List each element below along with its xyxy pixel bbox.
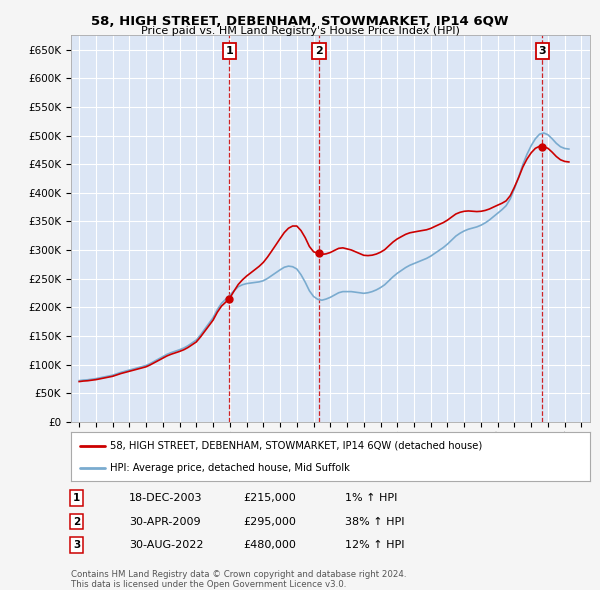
Text: 30-APR-2009: 30-APR-2009: [129, 517, 200, 526]
Text: 18-DEC-2003: 18-DEC-2003: [129, 493, 203, 503]
Text: 1: 1: [226, 46, 233, 56]
Text: Contains HM Land Registry data © Crown copyright and database right 2024.: Contains HM Land Registry data © Crown c…: [71, 570, 406, 579]
Text: 1: 1: [73, 493, 80, 503]
Text: 3: 3: [73, 540, 80, 550]
Text: 38% ↑ HPI: 38% ↑ HPI: [345, 517, 404, 526]
Text: £295,000: £295,000: [243, 517, 296, 526]
Text: 1% ↑ HPI: 1% ↑ HPI: [345, 493, 397, 503]
Text: HPI: Average price, detached house, Mid Suffolk: HPI: Average price, detached house, Mid …: [110, 463, 350, 473]
Text: £480,000: £480,000: [243, 540, 296, 550]
Text: This data is licensed under the Open Government Licence v3.0.: This data is licensed under the Open Gov…: [71, 579, 346, 589]
Text: 3: 3: [539, 46, 546, 56]
Text: 12% ↑ HPI: 12% ↑ HPI: [345, 540, 404, 550]
Text: £215,000: £215,000: [243, 493, 296, 503]
Text: 30-AUG-2022: 30-AUG-2022: [129, 540, 203, 550]
Text: Price paid vs. HM Land Registry's House Price Index (HPI): Price paid vs. HM Land Registry's House …: [140, 26, 460, 36]
Text: 58, HIGH STREET, DEBENHAM, STOWMARKET, IP14 6QW (detached house): 58, HIGH STREET, DEBENHAM, STOWMARKET, I…: [110, 441, 482, 451]
Text: 58, HIGH STREET, DEBENHAM, STOWMARKET, IP14 6QW: 58, HIGH STREET, DEBENHAM, STOWMARKET, I…: [91, 15, 509, 28]
Text: 2: 2: [73, 517, 80, 526]
Text: 2: 2: [315, 46, 323, 56]
